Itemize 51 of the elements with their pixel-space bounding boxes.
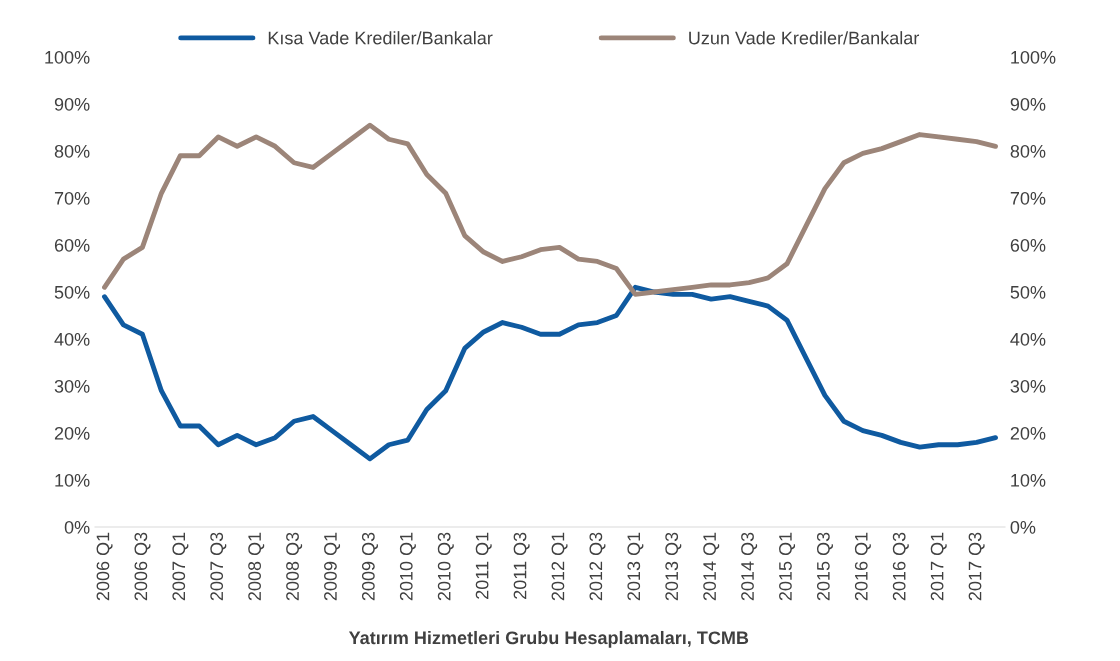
y-tick-label: 10%: [55, 473, 90, 487]
x-tick-label: 2014 Q1: [703, 532, 720, 601]
line-series: [102, 284, 998, 462]
y2-tick-label: 40%: [1010, 332, 1046, 346]
x-tick-label: 2009 Q3: [361, 532, 378, 601]
y-tick-label: 100%: [45, 50, 90, 64]
y-tick-label: 40%: [54, 332, 90, 346]
y2-tick-label: 30%: [1010, 379, 1046, 393]
x-tick-label: 2012 Q1: [551, 532, 568, 601]
y2-tick-label: 70%: [1010, 191, 1046, 205]
y2-tick-label: 90%: [1010, 97, 1046, 111]
x-tick-label: 2009 Q1: [324, 532, 341, 601]
y-tick-label: 50%: [54, 285, 90, 299]
y2-tick-label: 80%: [1010, 144, 1046, 158]
y-tick-label: 0%: [64, 520, 90, 534]
x-tick-label: 2016 Q1: [854, 532, 871, 601]
x-tick-label: 2013 Q1: [627, 532, 644, 601]
x-tick-label: 2015 Q3: [816, 532, 833, 601]
x-tick-label: 2017 Q1: [930, 532, 947, 601]
y2-tick-label: 60%: [1010, 238, 1046, 252]
x-tick-label: 2006 Q3: [134, 532, 151, 601]
x-tick-label: 2008 Q1: [248, 532, 265, 601]
x-tick-label: 2015 Q1: [779, 532, 796, 601]
y-tick-label: 20%: [54, 426, 90, 440]
y-tick-label: 80%: [54, 144, 90, 158]
x-tick-label: 2010 Q1: [399, 532, 416, 601]
legend-label: Uzun Vade Krediler/Bankalar: [689, 31, 920, 45]
x-tick-label: 2008 Q3: [286, 532, 303, 601]
legend-label: Kısa Vade Krediler/Bankalar: [268, 31, 493, 45]
line-series: [102, 122, 998, 297]
x-tick-label: 2016 Q3: [892, 532, 909, 601]
x-tick-label: 2017 Q3: [968, 532, 985, 601]
x-tick-label: 2013 Q3: [665, 532, 682, 601]
y2-tick-label: 50%: [1010, 285, 1046, 299]
y2-tick-label: 100%: [1011, 50, 1056, 64]
y-tick-label: 60%: [54, 238, 90, 252]
y2-tick-label: 0%: [1010, 520, 1036, 534]
y2-tick-label: 10%: [1011, 473, 1046, 487]
x-tick-label: 2007 Q1: [172, 532, 189, 601]
x-tick-label: 2011 Q3: [513, 532, 530, 599]
y2-tick-label: 20%: [1010, 426, 1046, 440]
x-tick-label: 2011 Q1: [475, 532, 492, 599]
y-tick-label: 30%: [54, 379, 90, 393]
y-tick-label: 90%: [54, 97, 90, 111]
x-tick-label: 2012 Q3: [589, 532, 606, 601]
x-tick-label: 2007 Q3: [210, 532, 227, 601]
x-tick-label: 2010 Q3: [437, 532, 454, 601]
text: Yatırım Hizmetleri Grubu Hesaplamaları, TCMB: [348, 630, 749, 648]
x-tick-label: 2006 Q1: [96, 532, 113, 601]
x-tick-label: 2014 Q3: [741, 532, 758, 601]
y-tick-label: 70%: [54, 191, 90, 205]
